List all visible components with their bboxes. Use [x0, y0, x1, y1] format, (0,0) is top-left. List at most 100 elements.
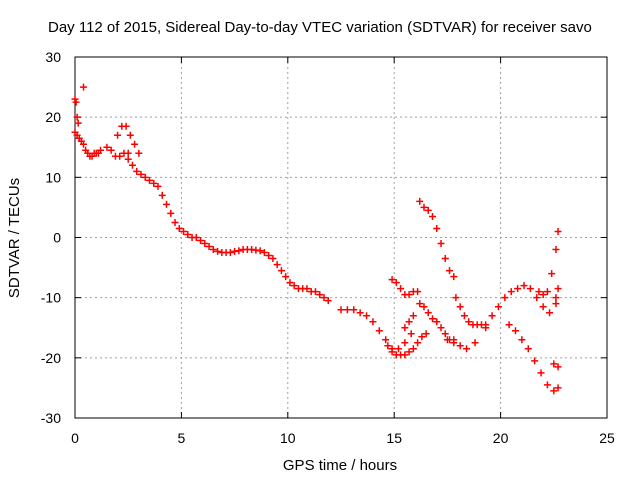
data-point [128, 161, 136, 169]
data-point [520, 282, 528, 290]
x-tick-label: 20 [493, 430, 509, 446]
y-tick-label: 30 [45, 49, 61, 65]
data-point [133, 167, 141, 175]
data-point [192, 234, 200, 241]
data-point [407, 330, 415, 338]
data-point [416, 300, 424, 308]
data-point [554, 227, 562, 235]
data-point [524, 345, 532, 353]
series-trace-j [384, 330, 430, 359]
x-tick-label: 15 [386, 430, 402, 446]
data-point [269, 255, 277, 263]
series-trace-k [401, 312, 417, 332]
data-point [363, 312, 371, 320]
data-point [116, 152, 124, 160]
data-point [539, 291, 547, 299]
chart-title: Day 112 of 2015, Sidereal Day-to-day VTE… [48, 19, 592, 36]
data-point [158, 191, 166, 199]
series-trace-s [552, 285, 562, 302]
data-point [550, 360, 558, 368]
data-point [401, 324, 409, 332]
data-point [471, 339, 479, 347]
series-trace-b [71, 95, 82, 127]
data-point [409, 312, 417, 320]
data-point [437, 240, 445, 248]
data-point [265, 252, 273, 260]
data-point [518, 336, 526, 344]
data-point [405, 291, 413, 299]
data-point [324, 297, 332, 305]
data-point [163, 200, 171, 208]
data-point [424, 309, 432, 317]
data-point [422, 330, 430, 338]
data-point [429, 315, 437, 323]
y-tick-label: -10 [41, 290, 61, 306]
data-point [388, 276, 396, 284]
data-point [494, 303, 502, 311]
series-trace-n [452, 294, 490, 332]
data-point [554, 384, 562, 392]
data-point [282, 273, 290, 281]
data-point [552, 300, 560, 308]
data-point [531, 357, 539, 365]
data-point [369, 318, 377, 326]
data-point [482, 321, 490, 329]
data-point [135, 149, 143, 157]
data-point [507, 288, 515, 296]
data-point [416, 197, 424, 205]
y-tick-label: -20 [41, 350, 61, 366]
data-point [97, 146, 105, 154]
data-point [226, 249, 234, 257]
data-point [131, 140, 139, 148]
data-point [548, 270, 556, 278]
data-points [71, 83, 562, 395]
data-point [167, 209, 175, 217]
series-trace-p [471, 339, 479, 347]
y-tick-label: 10 [45, 169, 61, 185]
data-point [424, 206, 432, 214]
series-trace-g [124, 155, 332, 305]
x-axis: 0 5 10 15 20 25 [71, 57, 615, 446]
data-point [256, 247, 264, 255]
series-trace-a [71, 128, 90, 154]
x-tick-label: 25 [599, 430, 615, 446]
data-point [463, 345, 471, 353]
y-tick-label: -30 [41, 410, 61, 426]
data-point [72, 98, 80, 106]
data-point [392, 279, 400, 287]
data-point [418, 333, 426, 341]
data-point [450, 339, 458, 347]
data-point [433, 318, 441, 326]
data-point [337, 306, 345, 314]
series-trace-i [388, 276, 422, 299]
data-point [446, 267, 454, 275]
data-point [554, 363, 562, 371]
data-point [526, 285, 534, 293]
data-point [450, 273, 458, 281]
data-point [197, 237, 205, 245]
series-trace-r [535, 227, 562, 299]
y-axis-label: SDTVAR / TECUs [6, 178, 23, 298]
data-point [401, 339, 409, 347]
x-tick-label: 5 [178, 430, 186, 446]
data-point [273, 261, 281, 269]
series-trace-c [80, 83, 88, 91]
series-trace-h [337, 306, 415, 353]
data-point [103, 143, 111, 151]
data-point [409, 345, 417, 353]
data-point [429, 212, 437, 220]
data-point [154, 182, 162, 190]
data-point [414, 339, 422, 347]
data-point [401, 351, 409, 359]
data-point [456, 303, 464, 311]
data-point [80, 83, 88, 91]
x-axis-label: GPS time / hours [283, 457, 397, 474]
series-trace-d [84, 146, 105, 160]
data-point [452, 294, 460, 302]
data-point [286, 279, 294, 287]
data-point [382, 336, 390, 344]
data-point [501, 294, 509, 302]
data-point [316, 291, 324, 299]
data-point [511, 327, 519, 335]
